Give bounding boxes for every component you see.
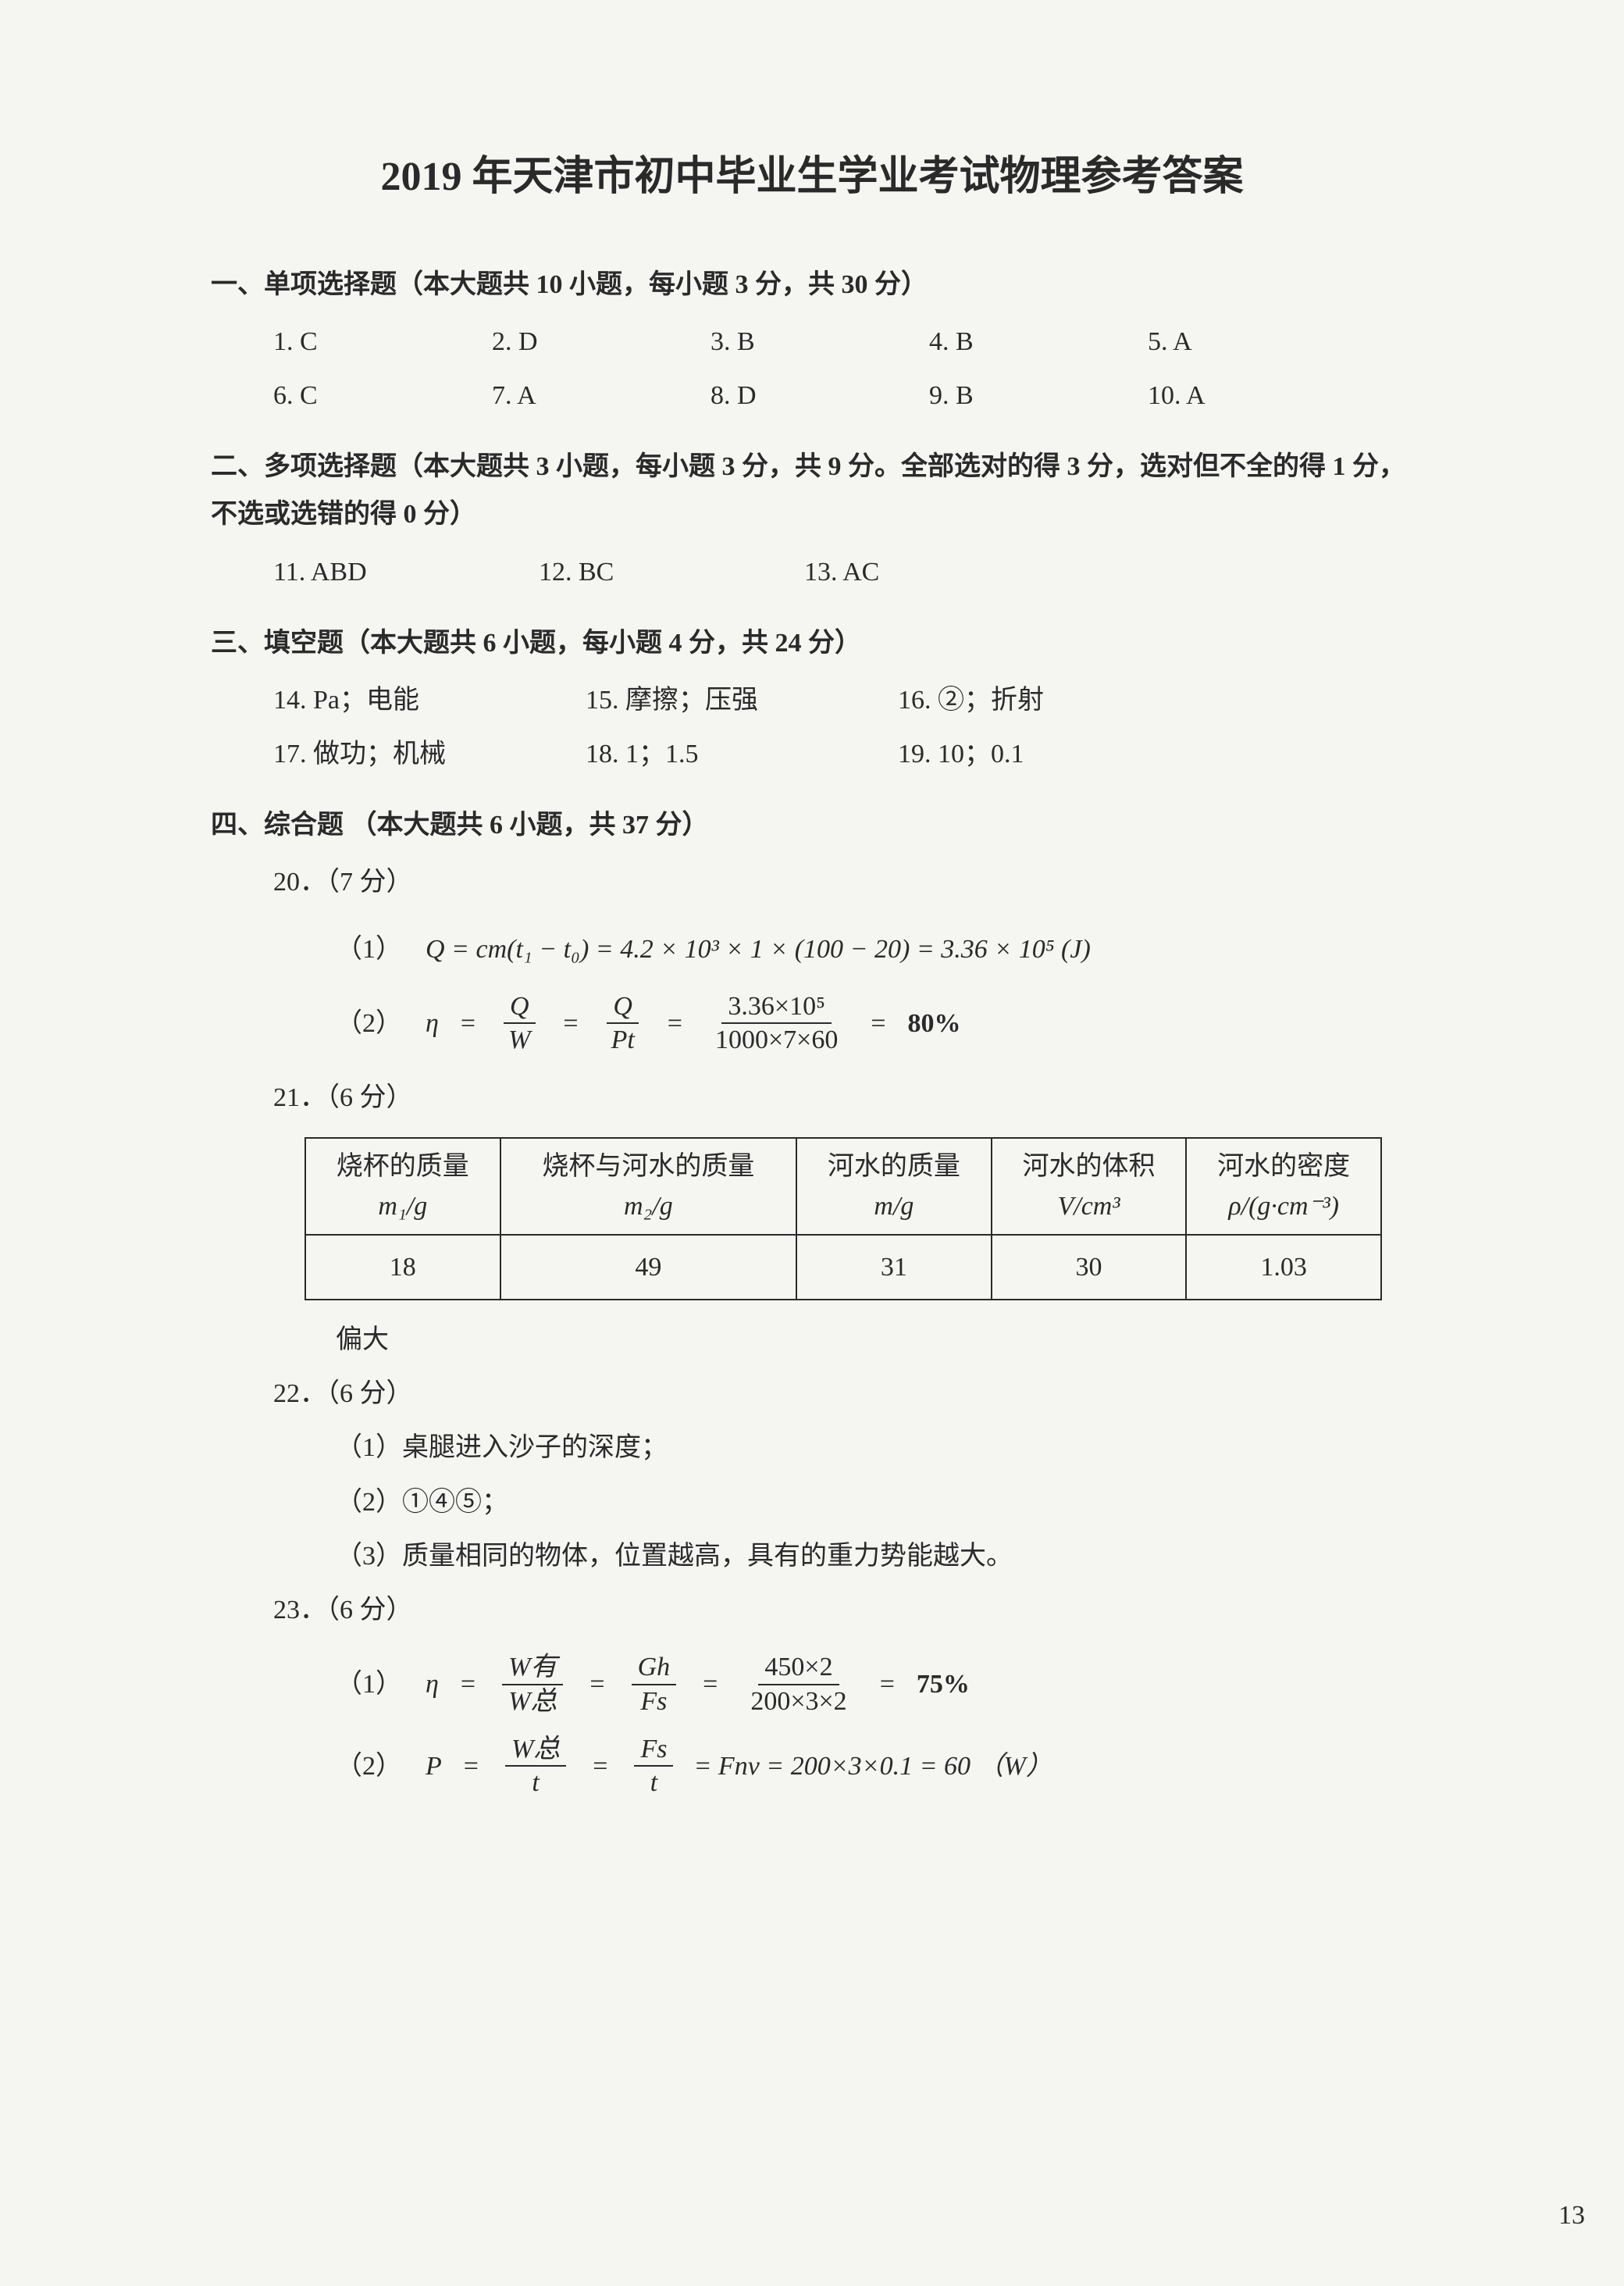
fraction: W有 W总 (502, 1653, 563, 1716)
table-cell: 1.03 (1186, 1235, 1381, 1300)
table-cell: 31 (796, 1235, 992, 1300)
fill-item: 14. Pa；电能 (273, 676, 586, 724)
q23-p2-formula: （2） P = W总 t = Fs t = Fnv = 200×3×0.1 = … (211, 1735, 1413, 1798)
q22-p1: （1）桌腿进入沙子的深度； (211, 1424, 1413, 1471)
table-cell: 30 (992, 1235, 1187, 1300)
table-header: 河水的质量m/g (796, 1138, 992, 1235)
section-2-header: 二、多项选择题（本大题共 3 小题，每小题 3 分，共 9 分。全部选对的得 3… (211, 443, 1413, 538)
multi-row: 11. ABD 12. BC 13. AC (211, 548, 1413, 596)
q23-p1-formula: （1） η = W有 W总 = Gh Fs = 450×2 200×3×2 = … (211, 1653, 1413, 1716)
mc-item: 4. B (929, 318, 1148, 366)
fraction: 3.36×10⁵ 1000×7×60 (709, 992, 844, 1055)
table-header: 烧杯的质量m₁/g (305, 1138, 500, 1235)
mc-item: 5. A (1148, 318, 1366, 366)
mc-row: 1. C 2. D 3. B 4. B 5. A (211, 318, 1413, 366)
fraction: Q Pt (605, 992, 641, 1055)
mc-item: 1. C (273, 318, 492, 366)
q22-p3: （3）质量相同的物体，位置越高，具有的重力势能越大。 (211, 1532, 1413, 1580)
fill-row: 14. Pa；电能 15. 摩擦；压强 16. ②；折射 (211, 676, 1413, 724)
multi-item: 12. BC (539, 548, 804, 596)
fill-item: 16. ②；折射 (898, 676, 1210, 724)
q20-p1-formula: （1） Q = cm(t₁ − t₀) = 4.2 × 10³ × 1 × (1… (211, 925, 1413, 973)
section-3-header: 三、填空题（本大题共 6 小题，每小题 4 分，共 24 分） (211, 619, 1413, 667)
q21-title: 21．（6 分） (211, 1074, 1413, 1122)
table-row: 18 49 31 30 1.03 (305, 1235, 1381, 1300)
q22-title: 22．（6 分） (211, 1370, 1413, 1418)
multi-item: 13. AC (804, 548, 1070, 596)
q23-title: 23．（6 分） (211, 1586, 1413, 1634)
fill-row: 17. 做功；机械 18. 1；1.5 19. 10；0.1 (211, 730, 1413, 778)
q21-table: 烧杯的质量m₁/g 烧杯与河水的质量m₂/g 河水的质量m/g 河水的体积V/c… (304, 1137, 1382, 1300)
fraction: Gh Fs (632, 1653, 677, 1716)
table-cell: 18 (305, 1235, 500, 1300)
mc-item: 7. A (492, 372, 710, 419)
mc-item: 2. D (492, 318, 710, 366)
mc-item: 6. C (273, 372, 492, 419)
table-header-row: 烧杯的质量m₁/g 烧杯与河水的质量m₂/g 河水的质量m/g 河水的体积V/c… (305, 1138, 1381, 1235)
mc-row: 6. C 7. A 8. D 9. B 10. A (211, 372, 1413, 419)
q21-note: 偏大 (211, 1316, 1413, 1364)
fraction: 450×2 200×3×2 (744, 1653, 853, 1716)
fraction: W总 t (505, 1735, 566, 1798)
table-header: 河水的密度ρ/(g·cm⁻³) (1186, 1138, 1381, 1235)
q22-p2: （2）①④⑤； (211, 1478, 1413, 1526)
table-header: 烧杯与河水的质量m₂/g (500, 1138, 797, 1235)
fraction: Q W (502, 992, 536, 1055)
multi-item: 11. ABD (273, 548, 539, 596)
q20-title: 20．（7 分） (211, 858, 1413, 906)
mc-item: 9. B (929, 372, 1148, 419)
table-cell: 49 (500, 1235, 797, 1300)
fill-item: 18. 1；1.5 (586, 730, 898, 778)
mc-item: 10. A (1148, 372, 1366, 419)
q20-p2-formula: （2） η = Q W = Q Pt = 3.36×10⁵ 1000×7×60 … (211, 992, 1413, 1055)
page-number: 13 (1558, 2191, 1585, 2239)
mc-item: 8. D (710, 372, 929, 419)
table-header: 河水的体积V/cm³ (992, 1138, 1187, 1235)
fill-item: 17. 做功；机械 (273, 730, 586, 778)
q20-p1-expression: Q = cm(t₁ − t₀) = 4.2 × 10³ × 1 × (100 −… (426, 925, 1091, 973)
section-4-header: 四、综合题 （本大题共 6 小题，共 37 分） (211, 801, 1413, 849)
page-title: 2019 年天津市初中毕业生学业考试物理参考答案 (211, 141, 1413, 214)
section-1-header: 一、单项选择题（本大题共 10 小题，每小题 3 分，共 30 分） (211, 261, 1413, 308)
mc-item: 3. B (710, 318, 929, 366)
answer-key-page: 2019 年天津市初中毕业生学业考试物理参考答案 一、单项选择题（本大题共 10… (148, 47, 1476, 1879)
fraction: Fs t (634, 1735, 673, 1798)
fill-item: 19. 10；0.1 (898, 730, 1210, 778)
fill-item: 15. 摩擦；压强 (586, 676, 898, 724)
